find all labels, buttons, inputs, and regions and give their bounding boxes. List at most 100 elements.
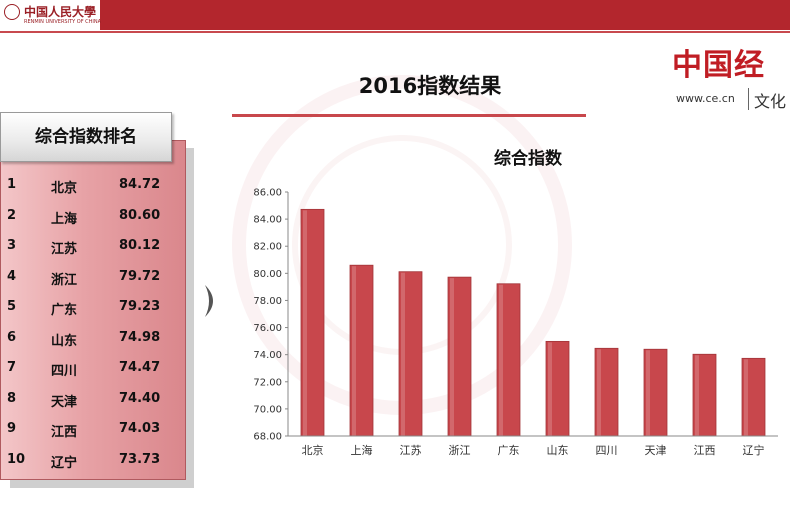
y-tick-label: 70.00 — [253, 404, 282, 415]
ranking-row: 5 广东 79.23 — [1, 295, 187, 319]
ranking-rank: 10 — [7, 451, 26, 467]
brand-separator — [748, 88, 749, 110]
ranking-panel: 1 北京 84.72 2 上海 80.60 3 江苏 80.12 4 浙江 79.72 5 广东 79.23… — [0, 140, 186, 480]
ranking-region: 江西 — [51, 425, 78, 440]
ranking-row: 7 四川 74.47 — [1, 356, 187, 380]
y-tick-label: 86.00 — [253, 188, 282, 199]
bar-2 — [398, 271, 423, 437]
page-title: 2016指数结果 — [358, 74, 502, 98]
bar-4 — [496, 283, 521, 437]
ranking-value: 74.40 — [119, 390, 161, 406]
ranking-row: 1 北京 84.72 — [1, 173, 187, 197]
bar-highlight — [744, 359, 748, 436]
header-band — [100, 0, 790, 30]
university-name: 中国人民大學 — [24, 5, 97, 19]
bar-7 — [643, 348, 668, 437]
ranking-value: 79.72 — [119, 268, 161, 284]
ranking-rank: 4 — [7, 268, 17, 284]
bar-highlight — [646, 350, 650, 436]
bar-highlight — [303, 210, 307, 436]
ranking-rank: 7 — [7, 360, 17, 375]
y-tick-label: 74.00 — [253, 350, 282, 361]
ranking-region: 江苏 — [51, 242, 78, 257]
x-tick-label: 北京 — [302, 443, 324, 457]
ranking-region: 辽宁 — [51, 455, 78, 471]
bar-highlight — [597, 349, 601, 436]
ranking-row: 3 江苏 80.12 — [1, 234, 187, 258]
ranking-region: 四川 — [51, 364, 78, 379]
ranking-region: 广东 — [51, 303, 78, 318]
bar-6 — [594, 347, 619, 437]
x-tick-label: 浙江 — [449, 444, 471, 457]
bar-8 — [692, 353, 717, 437]
y-tick-label: 82.00 — [253, 242, 282, 253]
ranking-rank: 1 — [7, 177, 17, 192]
x-tick-label: 广东 — [498, 444, 520, 457]
bars — [300, 208, 766, 437]
ranking-value: 74.03 — [119, 421, 161, 436]
x-tick-label: 四川 — [596, 444, 618, 457]
ranking-region: 上海 — [51, 211, 78, 227]
brand-tag: 文化 — [754, 92, 787, 111]
ranking-value: 74.98 — [119, 329, 161, 345]
x-tick-label: 上海 — [351, 443, 373, 457]
x-tick-label: 江西 — [694, 444, 716, 457]
x-axis: 北京 上海 江苏 浙江 广东 山东 四川 天津 江西 辽宁 — [288, 435, 778, 457]
ranking-row: 4 浙江 79.72 — [1, 265, 187, 289]
bar-chart: 综合指数 86.00 84.00 82.00 80.00 78.00 76.00 74.00… — [253, 148, 778, 457]
ranking-rank: 6 — [7, 329, 17, 345]
ranking-row: 2 上海 80.60 — [1, 204, 187, 228]
bar-5 — [545, 340, 570, 437]
bar-1 — [349, 264, 374, 437]
ranking-region: 山东 — [51, 333, 78, 349]
university-seal-icon — [4, 4, 20, 20]
title-underline — [232, 114, 586, 117]
ranking-row: 8 天津 74.40 — [1, 387, 187, 411]
y-tick-label: 76.00 — [253, 323, 282, 334]
university-name-en: RENMIN UNIVERSITY OF CHINA — [24, 19, 102, 25]
bar-0 — [300, 208, 325, 437]
bar-highlight — [695, 355, 699, 436]
x-tick-label: 辽宁 — [743, 443, 765, 457]
y-tick-label: 80.00 — [253, 269, 282, 280]
ranking-value: 73.73 — [119, 451, 161, 467]
ranking-rank: 9 — [7, 421, 17, 436]
ranking-rank: 5 — [7, 299, 17, 314]
bar-highlight — [450, 278, 454, 436]
ranking-row: 6 山东 74.98 — [1, 326, 187, 350]
x-tick-label: 山东 — [547, 444, 569, 457]
x-tick-label: 天津 — [645, 444, 667, 457]
ranking-value: 80.12 — [119, 238, 161, 253]
ranking-row: 10 辽宁 73.73 — [1, 448, 187, 472]
y-tick-label: 78.00 — [253, 296, 282, 307]
brand-url: www.ce.cn — [676, 92, 735, 105]
y-tick-label: 72.00 — [253, 377, 282, 388]
y-axis: 86.00 84.00 82.00 80.00 78.00 76.00 74.00 72.00… — [253, 188, 289, 443]
ranking-rank: 2 — [7, 207, 17, 223]
y-tick-label: 68.00 — [253, 432, 282, 443]
brand-logo: 中国经 — [672, 48, 765, 83]
ranking-value: 84.72 — [119, 177, 161, 192]
ranking-value: 80.60 — [119, 207, 161, 223]
ranking-header: 综合指数排名 — [0, 112, 172, 162]
ranking-value: 79.23 — [119, 299, 161, 314]
university-logo: 中国人民大學 RENMIN UNIVERSITY OF CHINA — [4, 2, 102, 30]
ranking-rank: 3 — [7, 238, 17, 253]
ranking-region: 浙江 — [51, 272, 78, 288]
bar-highlight — [499, 284, 503, 436]
bar-3 — [447, 276, 472, 437]
header-divider — [0, 31, 790, 33]
ranking-row: 9 江西 74.03 — [1, 417, 187, 441]
chevron-right-icon — [205, 285, 213, 317]
bar-highlight — [548, 342, 552, 436]
ranking-value: 74.47 — [119, 360, 161, 375]
bar-9 — [741, 357, 766, 437]
bar-highlight — [352, 266, 356, 436]
ranking-rank: 8 — [7, 390, 17, 406]
bar-highlight — [401, 272, 405, 436]
y-tick-label: 84.00 — [253, 215, 282, 226]
ranking-region: 北京 — [51, 181, 78, 196]
chart-title: 综合指数 — [494, 148, 563, 169]
ranking-region: 天津 — [51, 394, 78, 410]
x-tick-label: 江苏 — [400, 444, 422, 457]
